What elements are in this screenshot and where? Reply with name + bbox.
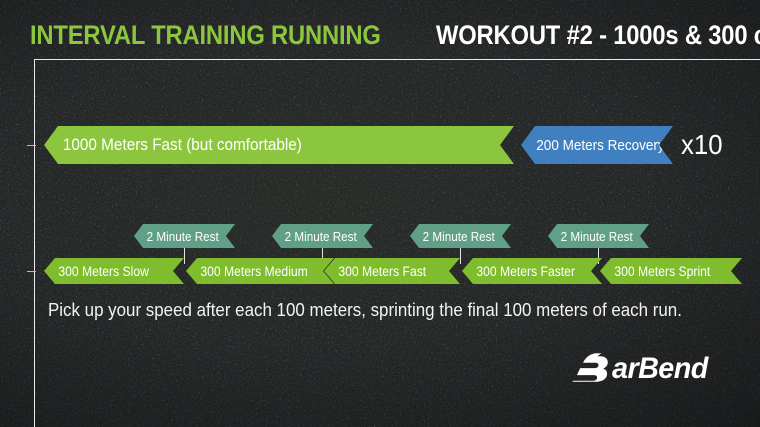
bar-300-meters-sprint-label: 300 Meters Sprint xyxy=(614,263,711,279)
axis-tick-cut-downs xyxy=(27,271,36,272)
bar-300-meters-faster-label: 300 Meters Faster xyxy=(476,263,575,279)
bar-200-meters-recovery[interactable]: 200 Meters Recovery xyxy=(521,126,673,164)
bar-rest-2[interactable]: 2 Minute Rest xyxy=(272,224,373,248)
page-title-main: WORKOUT #2 - 1000s & 300 cut-downs xyxy=(435,20,760,50)
bar-rest-4[interactable]: 2 Minute Rest xyxy=(548,224,649,248)
bar-1000-meters-fast[interactable]: 1000 Meters Fast (but comfortable) xyxy=(44,126,514,164)
bar-rest-2-label: 2 Minute Rest xyxy=(284,228,357,244)
barbend-logo-text: arBend xyxy=(612,352,708,385)
rest-connector-4 xyxy=(598,248,599,264)
bar-300-meters-fast[interactable]: 300 Meters Fast xyxy=(324,258,460,284)
bar-rest-3[interactable]: 2 Minute Rest xyxy=(410,224,511,248)
page-title: Interval Training Running WORKOUT #2 - 1… xyxy=(30,18,760,52)
frame-left-axis xyxy=(34,59,35,427)
instruction-caption: Pick up your speed after each 100 meters… xyxy=(48,300,682,320)
page-title-highlight: Interval Training Running xyxy=(30,20,381,50)
rest-connector-1 xyxy=(184,248,185,264)
bar-200-meters-recovery-label: 200 Meters Recovery xyxy=(536,136,665,154)
rest-connector-2 xyxy=(322,248,323,264)
rest-connector-3 xyxy=(460,248,461,264)
bar-300-meters-fast-label: 300 Meters Fast xyxy=(338,263,427,279)
frame-top-rule xyxy=(34,59,760,60)
set-repeat-multiplier: x10 xyxy=(681,129,723,160)
bar-rest-1-label: 2 Minute Rest xyxy=(146,228,219,244)
bar-300-meters-slow[interactable]: 300 Meters Slow xyxy=(44,258,184,284)
bar-rest-3-label: 2 Minute Rest xyxy=(422,228,495,244)
bar-300-meters-sprint[interactable]: 300 Meters Sprint xyxy=(600,258,742,284)
barbend-b-mark-icon xyxy=(572,353,608,382)
bar-1000-meters-fast-label: 1000 Meters Fast (but comfortable) xyxy=(62,135,302,154)
bar-300-meters-medium-label: 300 Meters Medium xyxy=(200,263,308,279)
bar-rest-4-label: 2 Minute Rest xyxy=(560,228,633,244)
bar-300-meters-medium[interactable]: 300 Meters Medium xyxy=(186,258,334,284)
barbend-logo: arBend xyxy=(572,349,742,389)
bar-rest-1[interactable]: 2 Minute Rest xyxy=(134,224,235,248)
bar-300-meters-faster[interactable]: 300 Meters Faster xyxy=(462,258,602,284)
axis-tick-set-one xyxy=(27,145,36,146)
bar-300-meters-slow-label: 300 Meters Slow xyxy=(58,263,149,279)
